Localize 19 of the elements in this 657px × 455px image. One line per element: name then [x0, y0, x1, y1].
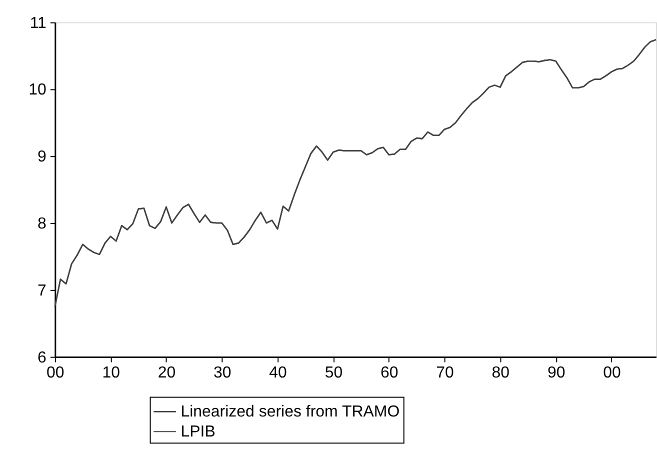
y-tick-label: 11	[30, 14, 47, 32]
x-tick-label: 50	[324, 364, 343, 382]
y-tick-label: 10	[28, 82, 47, 99]
x-tick-label: 30	[214, 364, 232, 382]
x-tick-label: 40	[269, 364, 288, 382]
y-tick-label: 8	[38, 215, 47, 232]
legend-label: Linearized series from TRAMO	[180, 404, 400, 421]
x-tick-label: 80	[492, 364, 510, 382]
x-tick-label: 00	[46, 364, 64, 382]
x-tick-label: 10	[102, 364, 120, 382]
x-tick-label: 90	[547, 364, 566, 382]
x-tick-label: 60	[380, 364, 398, 382]
y-tick-label: 6	[38, 349, 47, 366]
legend-label: LPIB	[180, 424, 216, 441]
y-tick-label: 9	[38, 148, 47, 166]
x-tick-label: 70	[436, 364, 454, 382]
x-tick-label: 00	[603, 364, 621, 382]
y-tick-label: 7	[38, 282, 47, 300]
x-tick-label: 20	[158, 364, 176, 382]
